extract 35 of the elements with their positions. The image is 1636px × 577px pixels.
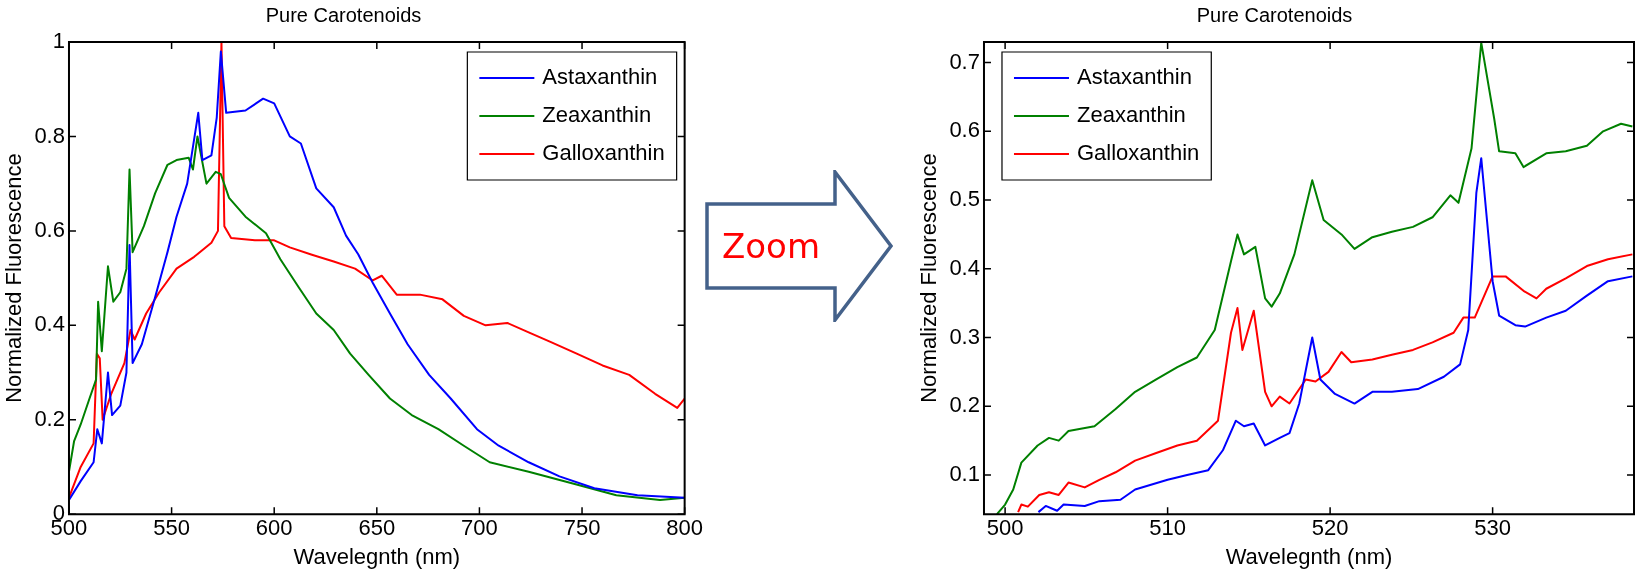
y-tick-label: 0.2 (34, 405, 65, 431)
x-axis-title: Wavelegnth (nm) (293, 543, 461, 569)
x-tick-label: 750 (563, 515, 601, 541)
legend-label: Galloxanthin (542, 140, 665, 166)
x-tick-label: 520 (1311, 515, 1349, 541)
y-tick-label: 0.8 (34, 122, 65, 148)
legend-label: Zeaxanthin (542, 102, 652, 128)
legend-label: Galloxanthin (1076, 140, 1200, 166)
x-tick-label: 500 (986, 515, 1024, 541)
y-axis-title: Normalized Fluorescence (916, 153, 942, 403)
y-tick-label: 0.1 (949, 461, 980, 487)
y-tick-label: 0.5 (949, 186, 980, 212)
y-tick-label: 0.4 (34, 311, 65, 337)
y-tick-label: 0.4 (949, 254, 980, 280)
legend-label: Zeaxanthin (1076, 102, 1186, 128)
x-tick-label: 800 (666, 515, 704, 541)
y-tick-label: 0.6 (34, 216, 65, 242)
y-tick-label: 0.6 (949, 117, 980, 143)
x-tick-label: 550 (153, 515, 190, 541)
x-tick-label: 530 (1474, 515, 1511, 541)
y-axis-title: Normalized Fluorescence (1, 153, 27, 403)
legend-label: Astaxanthin (542, 64, 658, 90)
chart-title: Pure Carotenoids (265, 3, 422, 26)
y-tick-label: 0.2 (949, 392, 980, 418)
text: Zoom (721, 225, 821, 268)
x-tick-label: 700 (461, 515, 498, 541)
chart-title: Pure Carotenoids (1196, 3, 1353, 26)
legend-label: Astaxanthin (1076, 64, 1192, 90)
y-tick-label: 0.3 (949, 323, 980, 349)
y-tick-label: 1 (52, 28, 65, 54)
x-tick-label: 650 (358, 515, 396, 541)
x-axis-title: Wavelegnth (nm) (1225, 543, 1393, 569)
y-tick-label: 0.7 (949, 48, 980, 74)
x-tick-label: 510 (1149, 515, 1186, 541)
x-tick-label: 600 (255, 515, 293, 541)
